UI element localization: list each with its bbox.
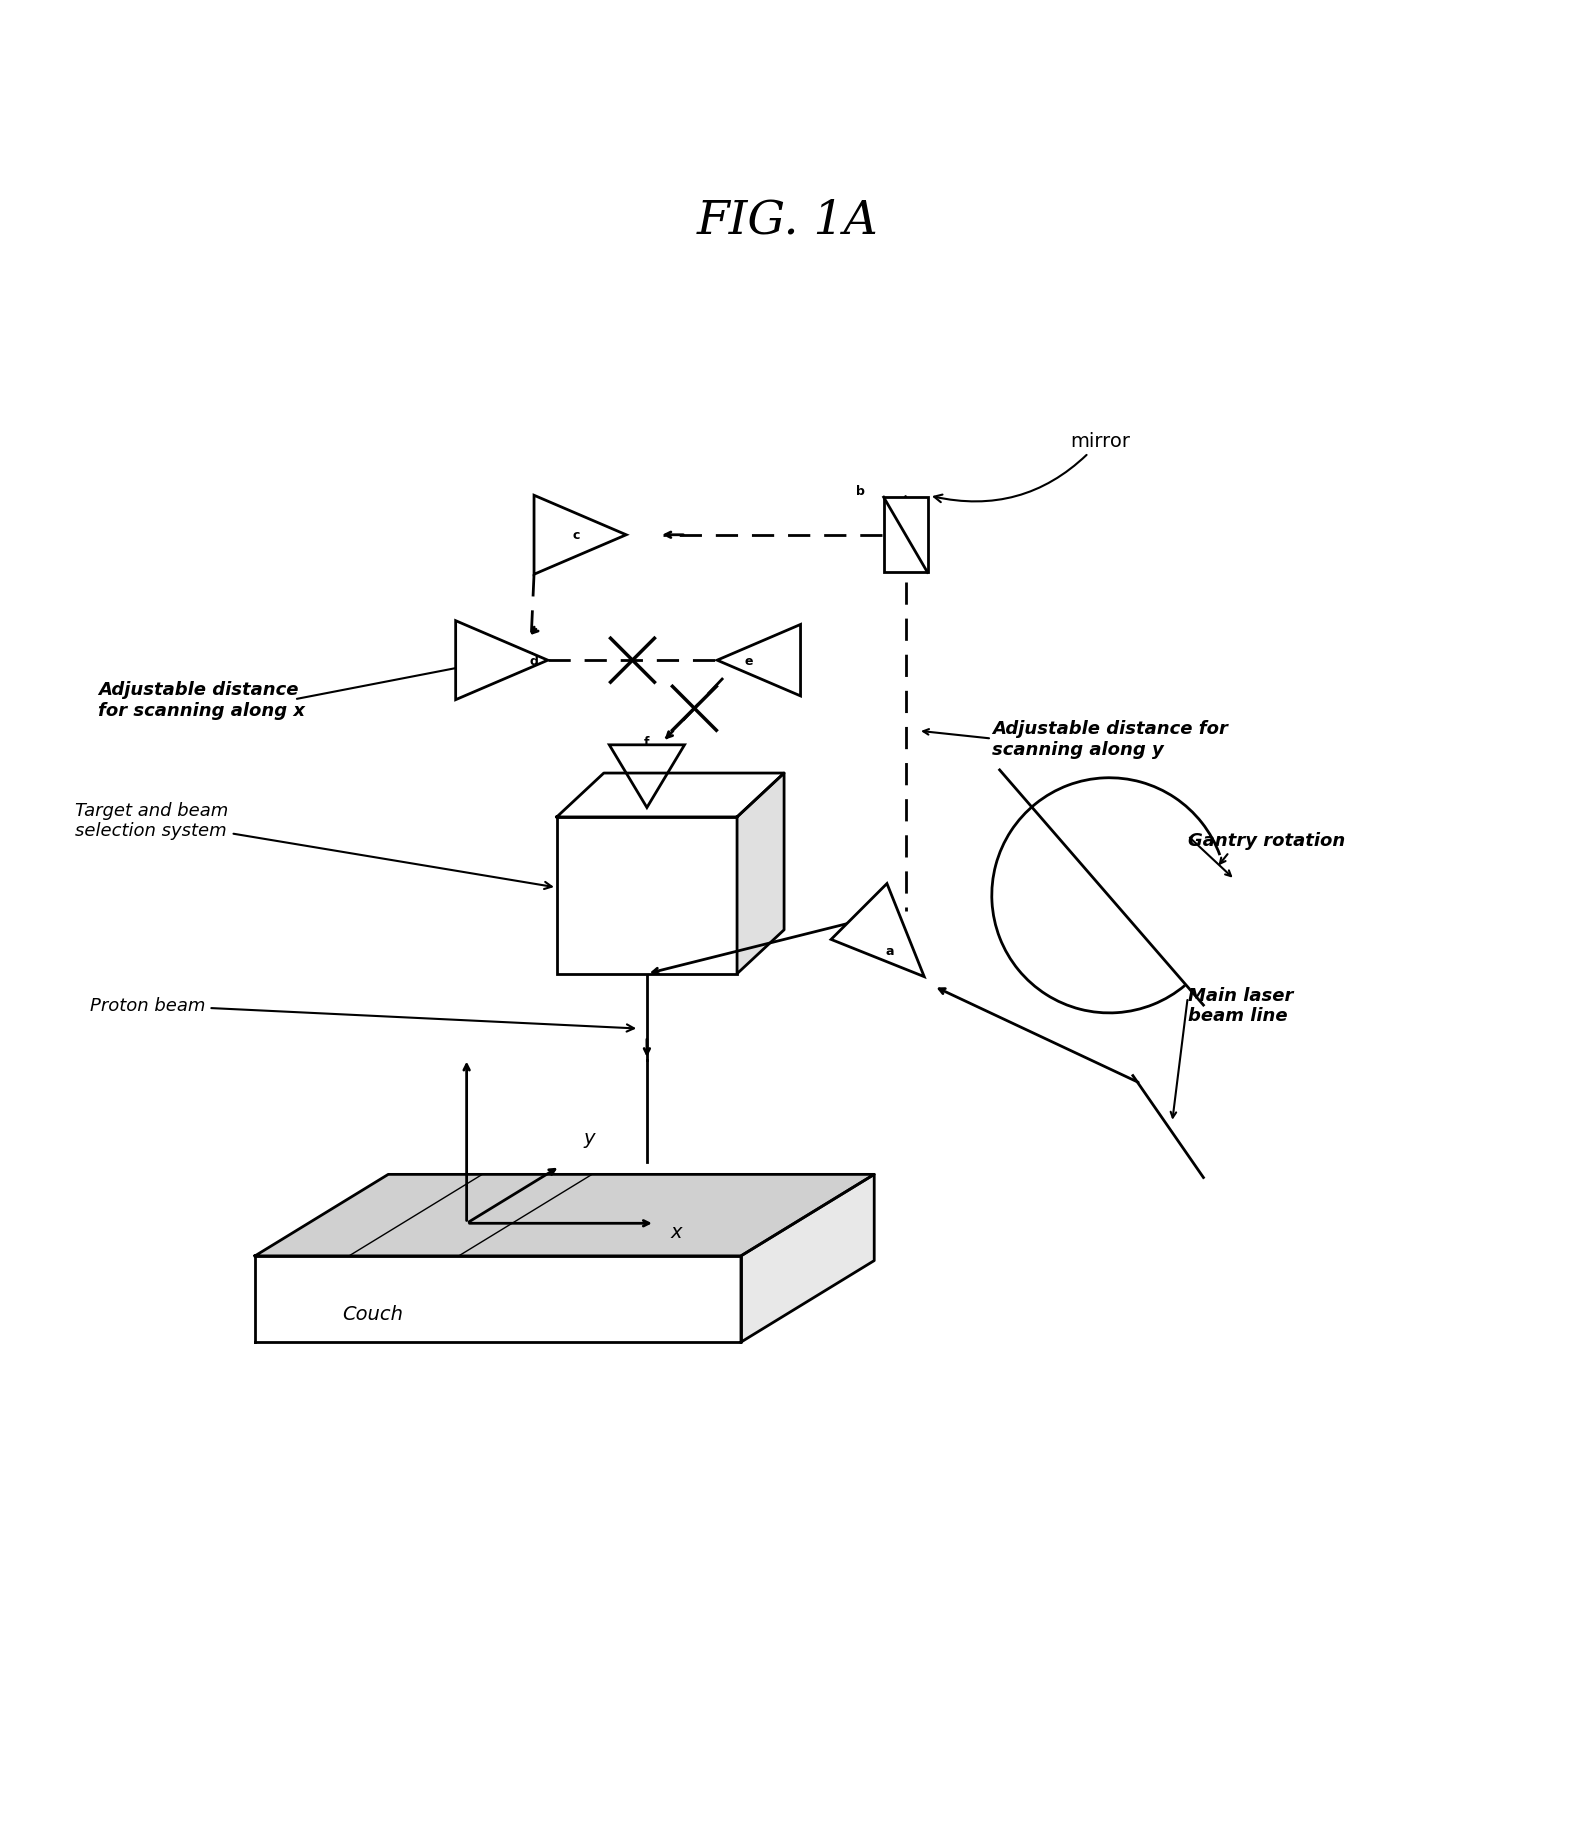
Polygon shape [534,496,626,574]
Polygon shape [610,746,684,808]
Text: Target and beam
selection system: Target and beam selection system [74,802,552,890]
Text: Adjustable distance
for scanning along x: Adjustable distance for scanning along x [98,680,306,720]
Polygon shape [455,622,548,700]
Text: y: y [583,1128,594,1148]
Polygon shape [831,884,924,977]
Text: mirror: mirror [935,432,1130,503]
Polygon shape [255,1256,741,1342]
Polygon shape [741,1174,875,1342]
Text: d: d [530,654,539,667]
Text: e: e [744,654,753,667]
Text: Gantry rotation: Gantry rotation [1188,831,1344,850]
Text: Adjustable distance for
scanning along y: Adjustable distance for scanning along y [991,720,1228,758]
Text: Couch: Couch [342,1305,403,1323]
Text: a: a [886,944,894,957]
Polygon shape [738,773,785,973]
Bar [884,498,928,572]
Polygon shape [255,1174,875,1256]
Text: Proton beam: Proton beam [90,997,634,1032]
Text: b: b [856,485,865,498]
Text: x: x [670,1221,682,1241]
Text: c: c [572,529,580,541]
Text: f: f [645,736,649,749]
Polygon shape [556,773,785,817]
Polygon shape [717,625,801,696]
Text: FIG. 1A: FIG. 1A [697,199,879,244]
Bar [556,817,738,973]
Text: Main laser
beam line: Main laser beam line [1188,986,1294,1025]
